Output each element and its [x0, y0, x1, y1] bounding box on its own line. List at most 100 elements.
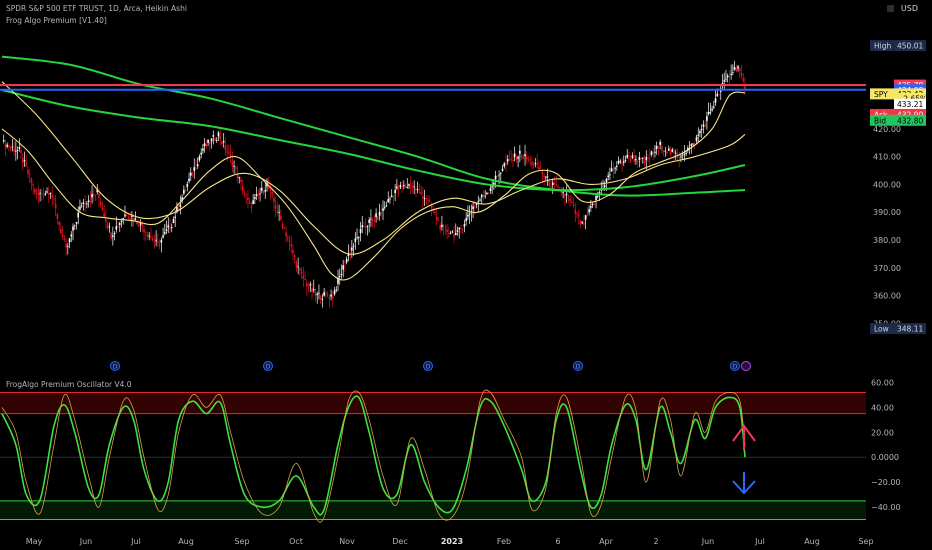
candle-body	[711, 108, 713, 111]
candle-body	[285, 232, 287, 237]
candle-body	[508, 159, 511, 161]
candle-body	[681, 155, 684, 157]
candle-body	[280, 215, 282, 220]
ma-line-1	[1, 89, 746, 192]
candles[interactable]	[2, 60, 746, 308]
candle-body	[725, 78, 727, 80]
candle-body	[248, 201, 251, 204]
candle-body	[444, 226, 447, 228]
osc-tick: −20.00	[871, 478, 901, 487]
candle-body	[723, 80, 726, 82]
candle-body	[683, 153, 686, 155]
down-arrow-icon	[732, 472, 756, 495]
candle-body	[482, 195, 485, 197]
time-tick: 2	[653, 537, 658, 546]
time-tick: Aug	[804, 537, 820, 546]
candle-body	[598, 192, 601, 195]
candle-body	[463, 224, 466, 227]
price-label-name: Low	[874, 325, 889, 334]
candle-body	[27, 170, 29, 174]
candle-body	[11, 146, 14, 148]
candle-body	[551, 182, 554, 186]
time-tick: Jul	[754, 537, 765, 546]
currency-label[interactable]: USD	[900, 4, 918, 13]
candle-body	[337, 277, 339, 284]
candle-body	[241, 186, 244, 192]
overbought-zone	[0, 392, 866, 414]
candle-body	[35, 192, 38, 194]
candle-body	[77, 212, 80, 218]
candle-body	[307, 286, 310, 288]
candle-body	[328, 297, 331, 299]
candle-body	[716, 93, 719, 97]
candle-body	[293, 255, 296, 258]
indicator-title[interactable]: Frog Algo Premium [V1.40]	[6, 16, 107, 25]
candle-body	[357, 237, 360, 239]
candle-body	[577, 214, 580, 217]
candle-body	[281, 223, 284, 228]
candle-body	[240, 179, 242, 182]
candle-body	[403, 184, 405, 187]
candle-body	[160, 239, 163, 243]
candle-body	[489, 188, 492, 191]
candle-body	[278, 212, 280, 213]
candle-body	[167, 225, 170, 228]
candle-body	[30, 178, 33, 183]
candle-body	[44, 193, 47, 195]
candle-body	[247, 197, 249, 200]
candle-body	[744, 85, 746, 90]
candle-body	[73, 225, 76, 227]
candle-body	[706, 116, 708, 121]
candle-body	[32, 184, 34, 186]
price-label-box	[894, 40, 926, 52]
candle-body	[243, 192, 246, 194]
candle-body	[416, 189, 419, 191]
candle-body	[174, 216, 176, 218]
candle-body	[274, 205, 277, 209]
candle-body	[28, 174, 31, 175]
candle-body	[373, 220, 376, 221]
candle-body	[15, 150, 17, 152]
candle-body	[75, 222, 78, 224]
oscillator-title[interactable]: FrogAlgo Premium Oscillator V4.0	[6, 380, 132, 389]
candle-body	[117, 226, 119, 228]
candle-body	[207, 139, 209, 143]
candle-body	[70, 234, 73, 237]
candle-body	[300, 271, 303, 274]
candle-body	[437, 220, 440, 222]
candle-body	[629, 158, 632, 161]
candle-body	[39, 192, 41, 194]
candle-body	[299, 268, 301, 271]
candle-body	[125, 214, 128, 216]
candle-body	[648, 157, 651, 159]
candle-body	[692, 143, 694, 145]
candle-body	[479, 199, 481, 201]
candle-body	[413, 186, 416, 188]
candle-body	[480, 194, 483, 198]
time-tick: 6	[555, 537, 560, 546]
candle-body	[170, 227, 173, 229]
candle-body	[165, 229, 168, 231]
candle-body	[572, 204, 575, 206]
candle-body	[733, 67, 736, 70]
candle-body	[139, 222, 142, 225]
candle-body	[527, 159, 530, 161]
candle-body	[596, 195, 599, 197]
candle-body	[700, 128, 703, 130]
candle-body	[674, 152, 677, 154]
dividend-dot	[110, 361, 120, 371]
candle-body	[655, 146, 658, 149]
candle-body	[548, 180, 551, 186]
candle-body	[607, 175, 609, 178]
price-axis[interactable]: 350.00360.00370.00380.00390.00400.00410.…	[870, 40, 927, 512]
candle-body	[638, 157, 641, 160]
candle-body	[617, 160, 620, 164]
candle-body	[92, 194, 95, 196]
price-label-Low: Low 348.11	[870, 323, 926, 335]
symbol-title[interactable]: SPDR S&P 500 ETF TRUST, 1D, Arca, Heikin…	[6, 4, 187, 13]
candle-body	[101, 207, 104, 210]
candle-body	[636, 160, 639, 163]
time-axis[interactable]: May Jun Jul Aug Sep Oct Nov Dec 2023 Feb 6 Apr 2 Jun J…	[26, 537, 874, 546]
